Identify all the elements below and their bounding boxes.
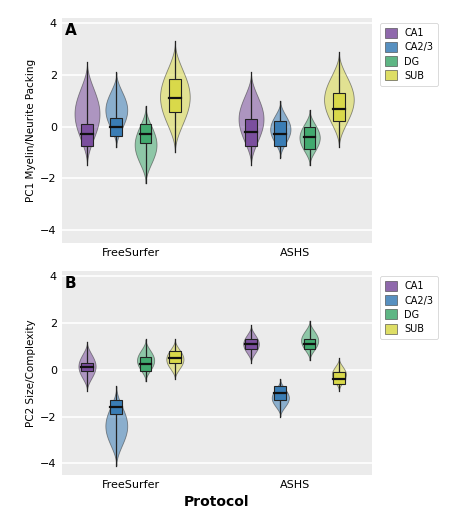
Bar <box>274 122 286 146</box>
Bar <box>333 93 345 122</box>
Bar <box>169 79 181 112</box>
Text: B: B <box>65 276 76 291</box>
Bar <box>274 386 286 400</box>
Bar <box>333 372 345 384</box>
Bar <box>81 124 93 146</box>
Legend: CA1, CA2/3, DG, SUB: CA1, CA2/3, DG, SUB <box>380 23 438 86</box>
Bar <box>169 351 181 363</box>
Bar <box>110 117 122 136</box>
X-axis label: Protocol: Protocol <box>184 495 250 509</box>
Bar <box>140 124 151 144</box>
Bar <box>245 119 257 146</box>
Bar <box>304 339 316 349</box>
Legend: CA1, CA2/3, DG, SUB: CA1, CA2/3, DG, SUB <box>380 276 438 339</box>
Y-axis label: PC1 Myelin/Neurite Packing: PC1 Myelin/Neurite Packing <box>26 59 36 202</box>
Text: A: A <box>65 23 76 38</box>
Bar <box>304 127 316 149</box>
Bar <box>245 339 257 349</box>
Y-axis label: PC2 Size/Complexity: PC2 Size/Complexity <box>26 319 36 427</box>
Bar <box>81 363 93 371</box>
Bar <box>140 357 151 371</box>
Bar <box>110 400 122 414</box>
